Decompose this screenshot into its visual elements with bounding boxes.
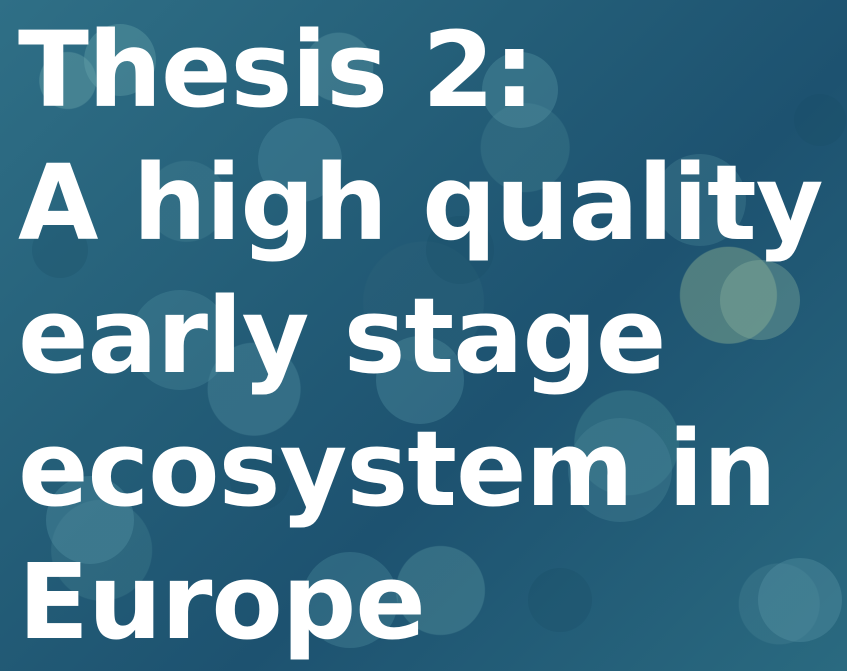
title-line-4: ecosystem in bbox=[18, 408, 777, 530]
title-line-1: Thesis 2: bbox=[18, 9, 535, 131]
title-line-5: Europe bbox=[18, 541, 426, 663]
title-line-3: early stage bbox=[18, 275, 666, 397]
title-line-2: A high quality bbox=[18, 142, 824, 264]
slide-title: Thesis 2: A high quality early stage eco… bbox=[18, 4, 824, 669]
